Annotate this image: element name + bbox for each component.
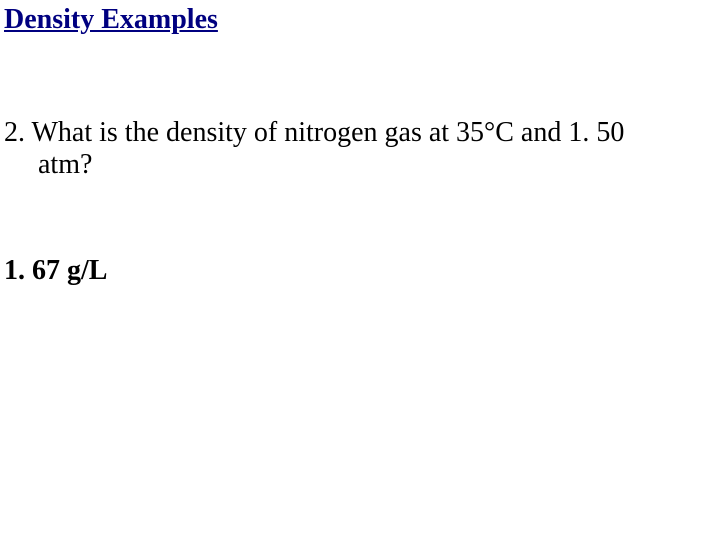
question-block: 2. What is the density of nitrogen gas a…: [4, 117, 700, 181]
slide: Density Examples 2. What is the density …: [0, 0, 720, 540]
question-line-1: 2. What is the density of nitrogen gas a…: [4, 117, 700, 149]
question-line-2: atm?: [4, 149, 700, 181]
answer-text: 1. 67 g/L: [4, 255, 107, 287]
slide-title: Density Examples: [4, 4, 218, 36]
